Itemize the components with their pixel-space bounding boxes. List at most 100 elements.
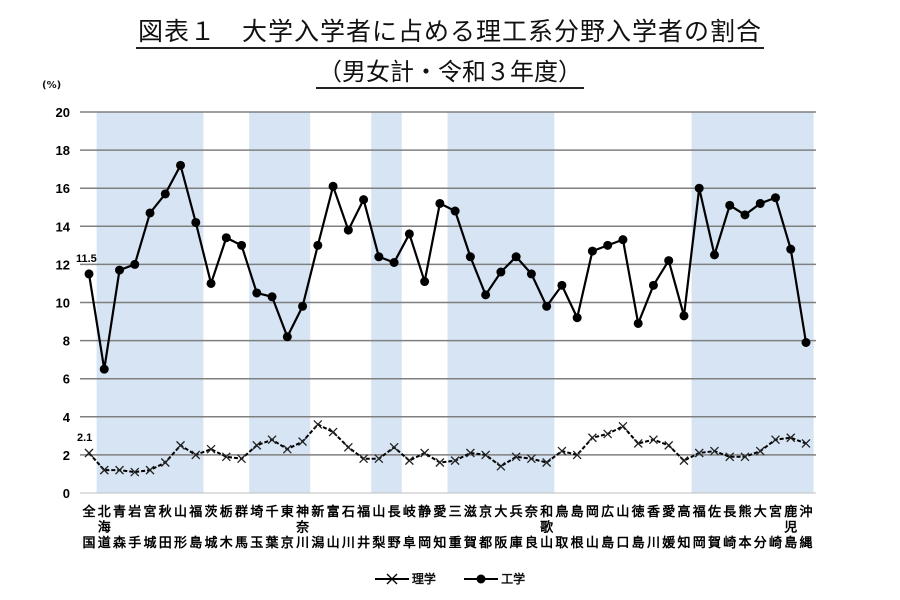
data-point-engineering [755,198,765,208]
data-point-science [587,433,597,443]
x-tick-label: 鳥 [555,504,568,520]
x-tick-label: 口 [616,536,629,551]
data-point-science [328,427,338,437]
data-point-engineering [557,280,567,290]
x-tick-label: 潟 [311,535,324,551]
x-tick-label: 城 [144,535,157,551]
data-point-engineering [130,259,140,269]
x-tick-label: 奈 [295,519,310,535]
x-tick-label: 滋 [464,504,477,520]
x-tick-label: 新 [311,504,324,520]
x-tick-label: 群 [235,504,248,520]
data-point-science [557,446,567,456]
data-point-engineering [526,269,536,279]
x-tick-label: 神 [296,504,309,520]
x-tick-label: 埼 [250,504,263,520]
data-point-science [511,452,521,462]
x-tick-label: 川 [341,536,355,551]
x-tick-label: 賀 [463,535,477,551]
data-point-engineering [633,318,643,328]
data-point-engineering [587,246,597,256]
data-point-engineering [282,332,292,342]
x-tick-label: 庫 [510,535,523,551]
x-tick-label: 愛 [433,504,446,520]
x-tick-label: 山 [174,504,187,520]
x-tick-label: 良 [525,535,538,551]
data-point-engineering [176,160,186,170]
x-tick-label: 岡 [693,536,706,551]
data-point-science [374,454,384,464]
data-point-science [176,440,185,450]
data-point-engineering [221,233,231,243]
data-point-engineering [404,229,414,239]
x-tick-label: 森 [113,535,127,551]
data-point-science [313,419,323,429]
x-tick-label: 兵 [510,504,523,520]
x-tick-label: 媛 [661,535,676,551]
x-tick-label: 鹿 [784,504,797,520]
data-point-science [755,446,765,456]
x-tick-label: 香 [646,504,661,520]
data-point-engineering [664,256,674,266]
y-tick-label: 14 [56,219,71,234]
x-tick-label: 静 [418,504,431,520]
data-point-engineering [725,200,735,210]
data-point-science [115,465,124,475]
x-tick-label: 東 [281,504,294,520]
x-tick-label: 本 [738,535,751,551]
line-chart: 02468101214161820全国北海道青森岩手宮城秋田山形福島茨城栃木群馬… [56,105,816,551]
data-point-science [679,456,689,466]
data-point-science [221,452,231,462]
y-tick-label: 12 [56,257,70,272]
x-tick-label: 広 [601,504,614,520]
data-point-engineering [252,288,262,298]
data-point-engineering [237,240,247,250]
data-point-science [267,435,277,445]
data-point-engineering [145,208,155,218]
data-point-science [710,446,719,456]
y-axis-unit-label: (%) [42,80,62,91]
x-tick-label: 宮 [144,504,157,520]
x-tick-label: 歌 [540,519,554,535]
x-tick-label: 熊 [738,504,751,520]
x-tick-label: 阜 [403,535,416,551]
x-tick-label: 根 [571,535,585,551]
data-point-science [664,440,674,450]
data-point-science [130,467,140,477]
data-point-engineering [496,267,506,277]
data-point-engineering [770,193,780,203]
data-point-science [542,458,552,467]
data-point-engineering [359,195,369,205]
data-point-science [435,458,445,467]
x-tick-label: 大 [494,504,507,520]
data-point-science [206,444,216,454]
data-point-engineering [267,292,277,302]
series-line-engineering [87,162,808,370]
data-point-engineering [481,290,491,300]
data-point-science [450,456,460,466]
data-point-engineering [313,240,323,250]
chart-title-text: 図表１ 大学入学者に占める理工系分野入学者の割合 [135,17,764,49]
y-tick-label: 20 [56,105,70,120]
x-tick-label: 島 [189,535,202,551]
data-point-engineering [603,240,613,250]
x-tick-label: 宮 [769,504,782,520]
x-tick-label: 梨 [371,535,386,551]
data-point-engineering [542,301,552,311]
data-label-science-national: 2.1 [77,432,92,444]
data-point-engineering [465,252,475,262]
data-point-engineering [786,244,796,254]
x-tick-label: 重 [449,535,462,551]
data-point-engineering [84,269,94,279]
x-tick-label: 取 [555,536,569,551]
x-tick-label: 分 [754,535,767,551]
x-tick-label: 北 [98,505,111,520]
circle-marker-line-icon [464,574,499,583]
data-point-science [282,444,292,454]
x-tick-label: 岡 [586,505,599,520]
data-point-science [404,456,414,466]
x-tick-label: 福 [356,504,370,520]
data-point-science [526,454,536,464]
data-point-science [359,454,369,464]
data-point-engineering [389,257,399,267]
